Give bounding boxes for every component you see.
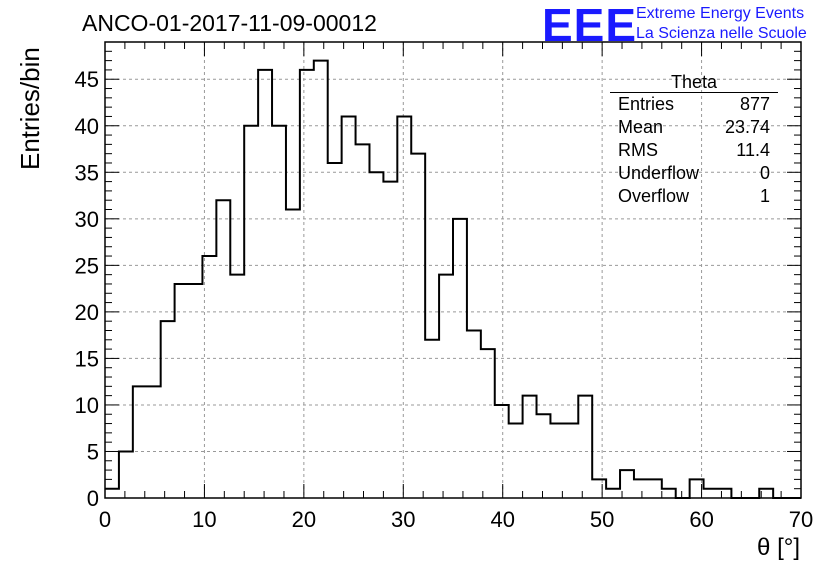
stats-label: Underflow [618,163,700,183]
y-tick-label: 40 [75,114,99,139]
axis-ticks [104,42,802,499]
y-tick-label: 5 [87,439,99,464]
x-tick-label: 40 [490,507,514,532]
stats-label: Overflow [618,186,690,206]
y-tick-labels: 0 5 10 15 20 25 30 35 40 45 [75,67,99,511]
grid-lines [105,42,801,498]
y-tick-label: 25 [75,253,99,278]
y-tick-label: 20 [75,300,99,325]
stats-box: Theta Entries 877 Mean 23.74 RMS 11.4 Un… [610,72,778,208]
stats-row-entries: Entries 877 [610,93,778,116]
stats-label: Mean [618,117,664,137]
y-tick-label: 0 [87,486,99,511]
logo-line-2: La Scienza nelle Scuole [636,25,807,42]
x-axis-label: θ [°] [757,534,800,561]
x-tick-label: 50 [590,507,614,532]
plot-frame [104,41,802,499]
y-tick-label: 15 [75,346,99,371]
stats-value: 0 [759,163,770,183]
x-tick-label: 10 [192,507,216,532]
stats-label: Entries [618,94,675,114]
eee-logo: EEE [542,0,638,51]
y-tick-label: 10 [75,393,99,418]
x-tick-labels: 0 10 20 30 40 50 60 70 [99,507,813,532]
stats-value: 1 [759,186,770,206]
y-tick-label: 30 [75,207,99,232]
x-tick-label: 60 [689,507,713,532]
stats-label: RMS [618,140,658,160]
logo-line-1: Extreme Energy Events [636,5,805,22]
chart-title: ANCO-01-2017-11-09-00012 [82,10,377,36]
stats-row-mean: Mean 23.74 [610,116,778,139]
stats-value: 877 [739,94,770,114]
x-tick-label: 30 [391,507,415,532]
y-axis-label: Entries/bin [15,47,45,170]
x-tick-label: 70 [789,507,813,532]
x-tick-label: 0 [99,507,111,532]
x-tick-label: 20 [292,507,316,532]
stats-value: 11.4 [736,140,770,160]
y-tick-label: 45 [75,67,99,92]
stats-row-underflow: Underflow 0 [610,162,778,185]
y-tick-label: 35 [75,160,99,185]
histogram-line [105,59,801,499]
stats-title: Theta [610,72,778,93]
stats-row-rms: RMS 11.4 [610,139,778,162]
stats-value: 23.74 [724,117,770,137]
stats-row-overflow: Overflow 1 [610,185,778,208]
